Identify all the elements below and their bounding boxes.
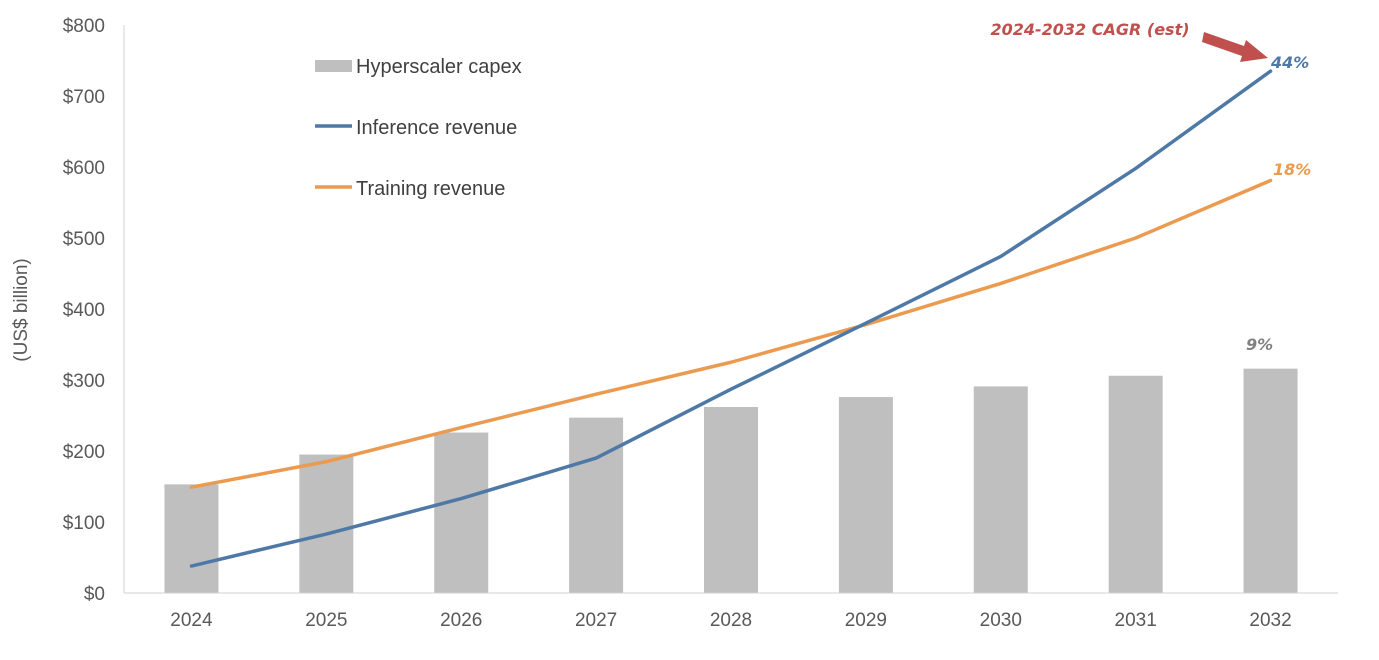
x-tick-label: 2026 <box>440 610 482 631</box>
x-tick-label: 2029 <box>845 610 887 631</box>
x-tick-label: 2032 <box>1249 610 1291 631</box>
y-tick-label: $500 <box>63 229 105 250</box>
cagr-capex: 9% <box>1246 335 1273 354</box>
line-inference-revenue <box>189 69 1273 568</box>
legend-label-inference: Inference revenue <box>356 117 517 139</box>
y-tick-label: $200 <box>63 442 105 463</box>
bar-capex <box>434 432 489 593</box>
bar-series-capex <box>164 368 1298 593</box>
legend-swatch-capex <box>315 60 352 72</box>
x-tick-label: 2030 <box>980 610 1022 631</box>
bar-capex <box>164 484 219 593</box>
legend-label-capex: Hyperscaler capex <box>356 56 522 78</box>
y-tick-label: $100 <box>63 513 105 534</box>
x-axis: 2024 2025 2026 2027 2028 2029 2030 2031 2032 <box>170 610 1291 631</box>
cagr-annotations: 2024-2032 CAGR (est) 44% 18% 9% <box>990 20 1311 354</box>
y-tick-label: $600 <box>63 158 105 179</box>
y-tick-label: $300 <box>63 371 105 392</box>
bar-capex <box>1243 368 1298 593</box>
bar-capex <box>1108 375 1163 593</box>
line-series <box>189 69 1273 568</box>
y-tick-label: $0 <box>84 584 105 605</box>
line-training-revenue <box>189 178 1273 489</box>
x-tick-label: 2027 <box>575 610 617 631</box>
x-tick-label: 2025 <box>305 610 347 631</box>
bar-capex <box>973 386 1028 593</box>
y-tick-label: $700 <box>63 87 105 108</box>
legend: Hyperscaler capex Inference revenue Trai… <box>315 56 522 200</box>
cagr-arrow-icon <box>1202 32 1268 62</box>
x-tick-label: 2031 <box>1115 610 1157 631</box>
bar-capex <box>299 454 354 593</box>
x-tick-label: 2028 <box>710 610 752 631</box>
legend-label-training: Training revenue <box>356 178 505 200</box>
y-axis-label: (US$ billion) <box>11 258 32 361</box>
bar-capex <box>838 397 893 593</box>
cagr-training: 18% <box>1273 160 1311 179</box>
axes <box>123 25 1338 594</box>
x-tick-label: 2024 <box>170 610 213 631</box>
y-tick-label: $800 <box>63 16 105 37</box>
cagr-title: 2024-2032 CAGR (est) <box>990 20 1189 39</box>
y-tick-label: $400 <box>63 300 105 321</box>
bar-capex <box>704 406 758 593</box>
bar-capex <box>569 417 624 593</box>
y-axis: $0 $100 $200 $300 $400 $500 $600 $700 $800 <box>63 16 105 605</box>
cagr-inference: 44% <box>1270 53 1309 72</box>
